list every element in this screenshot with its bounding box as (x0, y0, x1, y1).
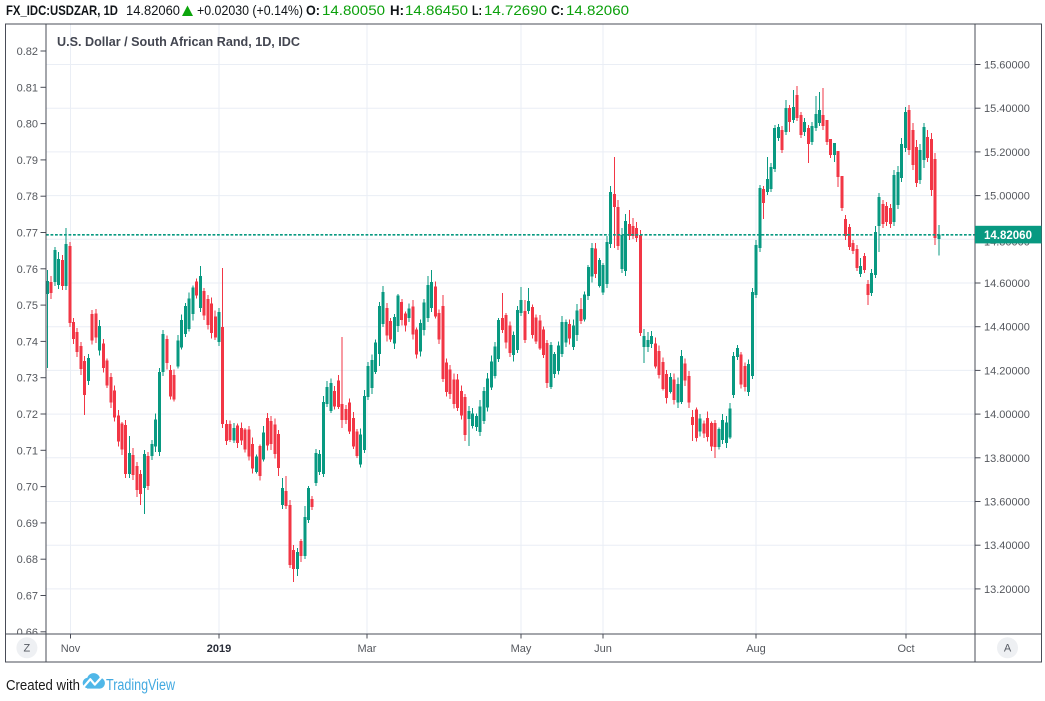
svg-text:15.20000: 15.20000 (984, 147, 1030, 159)
svg-text:+0.02030 (+0.14%): +0.02030 (+0.14%) (197, 2, 303, 18)
svg-text:0.75: 0.75 (17, 300, 38, 312)
svg-text:TradingView: TradingView (106, 677, 176, 694)
svg-text:14.82060: 14.82060 (566, 2, 629, 18)
svg-text:Nov: Nov (61, 643, 81, 655)
svg-text:Jun: Jun (594, 643, 612, 655)
svg-text:0.71: 0.71 (17, 445, 38, 457)
svg-text:0.68: 0.68 (17, 554, 38, 566)
svg-text:0.76: 0.76 (17, 264, 38, 276)
svg-text:14.82060: 14.82060 (126, 2, 180, 18)
svg-text:14.20000: 14.20000 (984, 365, 1030, 377)
svg-text:14.86450: 14.86450 (405, 2, 468, 18)
svg-text:0.77: 0.77 (17, 228, 38, 240)
svg-text:A: A (1004, 643, 1012, 655)
svg-text:C:: C: (551, 2, 564, 18)
svg-text:0.70: 0.70 (17, 482, 38, 494)
svg-text:0.82: 0.82 (17, 46, 38, 58)
svg-text:Mar: Mar (358, 643, 377, 655)
svg-text:U.S. Dollar / South African Ra: U.S. Dollar / South African Rand, 1D, ID… (57, 34, 301, 49)
svg-text:0.78: 0.78 (17, 191, 38, 203)
svg-text:15.00000: 15.00000 (984, 191, 1030, 203)
svg-text:13.60000: 13.60000 (984, 497, 1030, 509)
svg-text:13.20000: 13.20000 (984, 584, 1030, 596)
svg-text:15.60000: 15.60000 (984, 60, 1030, 72)
svg-text:0.80: 0.80 (17, 119, 38, 131)
svg-text:FX_IDC:USDZAR, 1D: FX_IDC:USDZAR, 1D (6, 2, 118, 18)
svg-text:0.72: 0.72 (17, 409, 38, 421)
svg-text:H:: H: (390, 2, 404, 18)
svg-text:L:: L: (472, 2, 482, 18)
svg-text:13.40000: 13.40000 (984, 540, 1030, 552)
svg-text:0.69: 0.69 (17, 518, 38, 530)
svg-text:0.81: 0.81 (17, 82, 38, 94)
svg-text:O:: O: (306, 2, 320, 18)
svg-text:Aug: Aug (746, 643, 766, 655)
svg-text:15.40000: 15.40000 (984, 103, 1030, 115)
svg-text:14.82060: 14.82060 (984, 230, 1032, 242)
svg-text:2019: 2019 (207, 643, 231, 655)
svg-text:14.60000: 14.60000 (984, 278, 1030, 290)
svg-text:0.74: 0.74 (17, 336, 38, 348)
svg-text:Z: Z (24, 643, 31, 655)
svg-text:13.80000: 13.80000 (984, 453, 1030, 465)
svg-text:14.72690: 14.72690 (484, 2, 547, 18)
svg-text:14.80050: 14.80050 (322, 2, 385, 18)
svg-text:0.73: 0.73 (17, 373, 38, 385)
svg-text:14.00000: 14.00000 (984, 409, 1030, 421)
svg-text:0.67: 0.67 (17, 591, 38, 603)
svg-text:14.40000: 14.40000 (984, 322, 1030, 334)
svg-text:Created with: Created with (6, 677, 80, 694)
svg-text:0.66: 0.66 (17, 627, 38, 639)
svg-text:May: May (511, 643, 532, 655)
svg-text:Oct: Oct (897, 643, 914, 655)
svg-text:0.79: 0.79 (17, 155, 38, 167)
